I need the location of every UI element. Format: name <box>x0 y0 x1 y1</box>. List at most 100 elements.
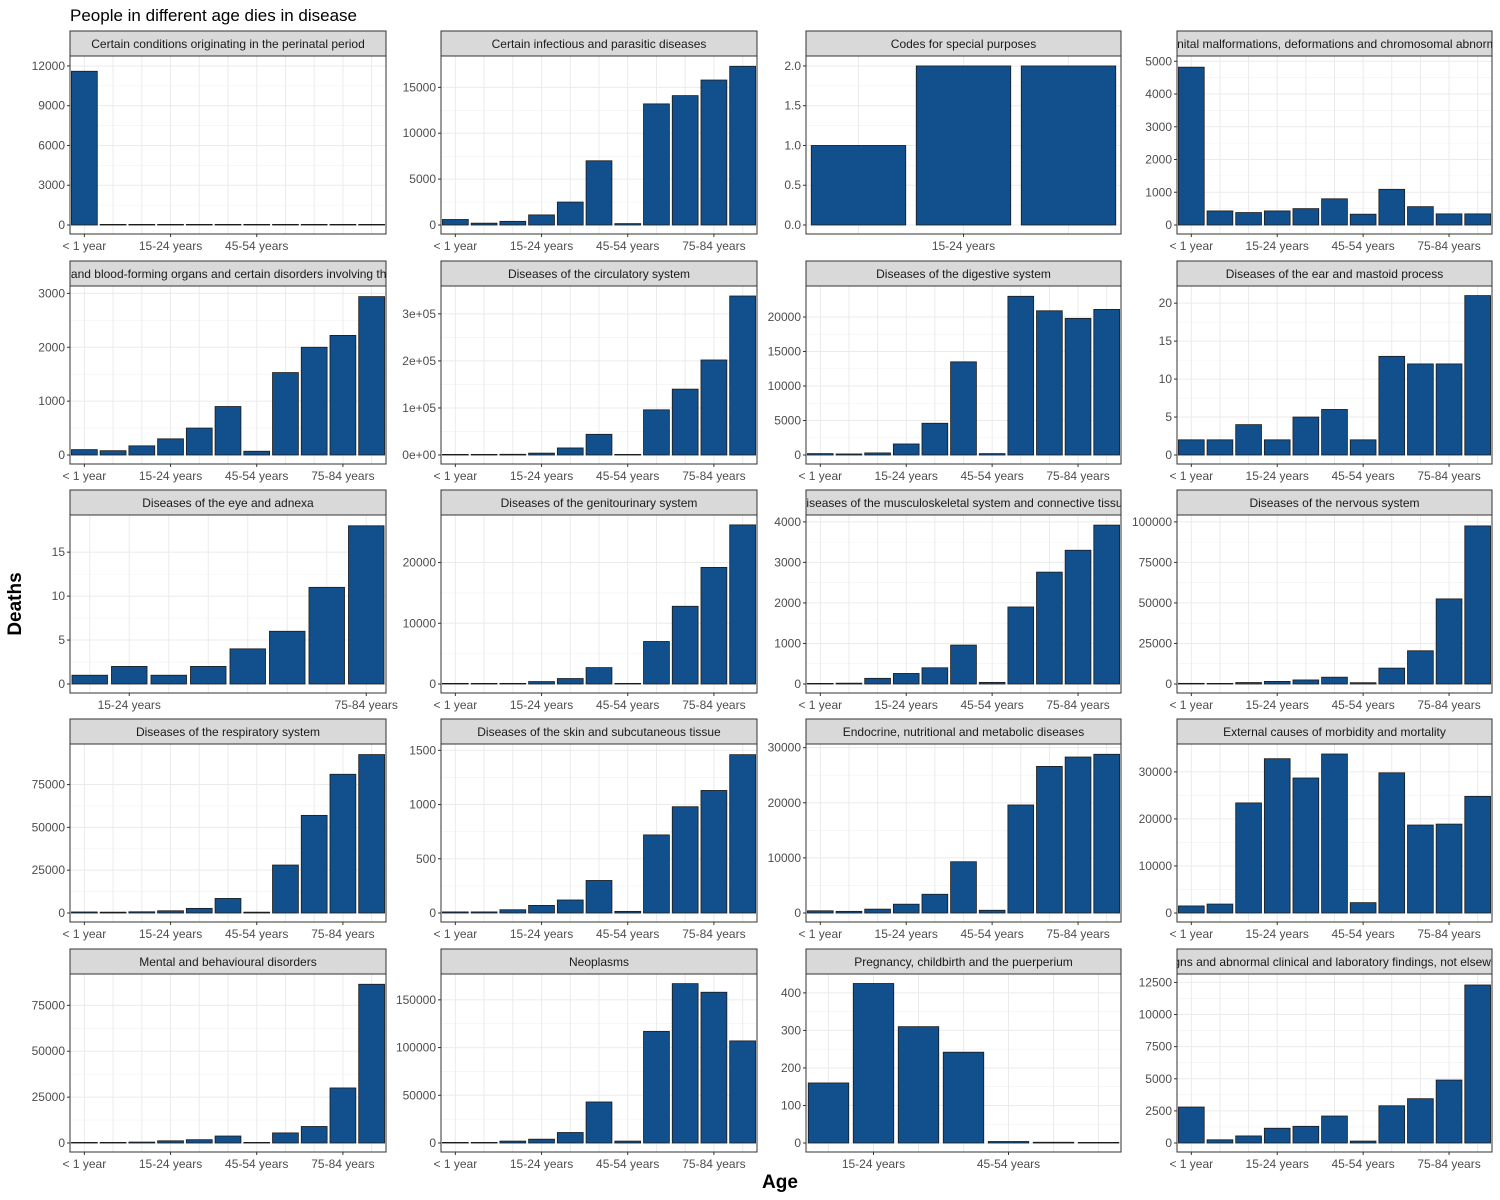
panel-border <box>69 285 387 465</box>
y-tick-label: 75000 <box>32 998 66 1012</box>
x-tick-label: 75-84 years <box>335 698 398 712</box>
bar <box>892 903 920 914</box>
y-tick-label: 3000 <box>774 555 801 569</box>
bar <box>1378 667 1406 685</box>
bar <box>1263 1127 1291 1144</box>
facet-strip <box>440 30 758 57</box>
y-tick-label: 0 <box>58 448 65 462</box>
bar <box>269 630 306 685</box>
facet-strip <box>440 718 758 745</box>
x-tick-label: 45-54 years <box>960 927 1023 941</box>
facet-title: Diseases of the genitourinary system <box>501 496 698 510</box>
bar <box>1321 753 1348 914</box>
bar <box>1064 549 1092 685</box>
x-tick-label: 75-84 years <box>1417 239 1480 253</box>
bar <box>442 1142 469 1144</box>
facet-strip <box>440 948 758 975</box>
y-tick-label: 0.5 <box>784 178 801 192</box>
facet-panel: Certain conditions originating in the pe… <box>32 30 387 253</box>
bar <box>272 864 299 914</box>
bar <box>1349 213 1377 226</box>
facet-title: Congenital malformations, deformations a… <box>1142 37 1500 51</box>
facet-panel: Diseases of the respiratory system 0 25000… <box>32 718 387 941</box>
facet-title: Diseases of the digestive system <box>876 267 1051 281</box>
bar <box>1292 208 1320 226</box>
bar <box>1206 903 1234 914</box>
facet-title: Diseases of the skin and subcutaneous ti… <box>477 725 721 739</box>
y-tick-label: 20 <box>1159 296 1173 310</box>
x-tick-label: 15-24 years <box>875 469 938 483</box>
facet-strip <box>805 260 1122 287</box>
y-tick-label: 15000 <box>403 80 437 94</box>
bar <box>671 605 699 685</box>
bar <box>243 911 271 914</box>
bar <box>1036 571 1063 685</box>
x-tick-label: 75-84 years <box>1417 927 1480 941</box>
y-tick-label: 100000 <box>396 1041 436 1055</box>
bar <box>585 1101 613 1144</box>
x-tick-label: 75-84 years <box>311 469 374 483</box>
y-tick-label: 20000 <box>768 310 802 324</box>
bar <box>528 214 555 226</box>
bar <box>810 145 907 226</box>
x-tick-label: 45-54 years <box>596 698 659 712</box>
bar <box>470 911 498 914</box>
bar <box>300 814 328 914</box>
y-tick-label: 10 <box>52 589 66 603</box>
bar <box>1464 984 1491 1144</box>
bar <box>442 682 469 685</box>
bar <box>300 1126 328 1144</box>
bar <box>1077 1142 1120 1144</box>
panel-border <box>69 514 387 694</box>
facet-panel: Endocrine, nutritional and metabolic dis… <box>768 718 1122 941</box>
x-tick-label: 45-54 years <box>960 698 1023 712</box>
bar <box>128 223 156 226</box>
x-tick-label: 15-24 years <box>1246 239 1309 253</box>
bar <box>1321 409 1348 456</box>
y-tick-label: 100000 <box>1132 515 1172 529</box>
bar <box>99 1142 127 1144</box>
bar <box>852 983 895 1144</box>
bar <box>1235 212 1262 226</box>
y-tick-label: 0 <box>429 906 436 920</box>
bar <box>185 1139 213 1144</box>
bar <box>185 907 213 914</box>
bar <box>1064 317 1092 456</box>
panel-border <box>440 55 758 235</box>
bar <box>671 983 699 1144</box>
y-tick-label: 0 <box>1165 677 1172 691</box>
y-tick-label: 0 <box>1165 1136 1172 1150</box>
bar <box>1206 210 1234 226</box>
bar <box>585 160 613 226</box>
y-tick-label: 100 <box>781 1098 801 1112</box>
facet-panel: Diseases of the digestive system 0 5000 100… <box>768 260 1122 483</box>
y-tick-label: 2000 <box>38 340 65 354</box>
y-tick-label: 1e+05 <box>402 401 436 415</box>
bar <box>585 880 613 914</box>
facet-panel: Certain infectious and parasitic disease… <box>403 30 758 253</box>
bar <box>1020 65 1117 226</box>
x-tick-label: < 1 year <box>434 469 478 483</box>
bar <box>1093 308 1120 456</box>
facet-panel: Diseases of the musculoskeletal system a… <box>774 489 1122 712</box>
bar <box>71 449 98 456</box>
facet-strip <box>805 489 1122 516</box>
y-tick-label: 12000 <box>32 59 66 73</box>
panel-border <box>440 514 758 694</box>
facet-title: Diseases of the respiratory system <box>136 725 320 739</box>
bar <box>1263 681 1291 685</box>
bar <box>950 861 977 914</box>
bar <box>71 70 98 226</box>
facet-panel: Neoplasms 0 50000 100000 150000 < 1 year 15-24… <box>396 948 758 1171</box>
y-tick-label: 10000 <box>768 851 802 865</box>
x-tick-label: < 1 year <box>798 469 842 483</box>
bar <box>1178 1106 1205 1144</box>
bar <box>1178 682 1205 685</box>
bar <box>835 910 863 914</box>
bar <box>1407 363 1434 456</box>
bar <box>442 219 469 226</box>
bar <box>614 910 642 914</box>
y-tick-label: 0e+00 <box>402 448 436 462</box>
x-tick-label: 15-24 years <box>139 927 202 941</box>
bar <box>229 648 266 685</box>
